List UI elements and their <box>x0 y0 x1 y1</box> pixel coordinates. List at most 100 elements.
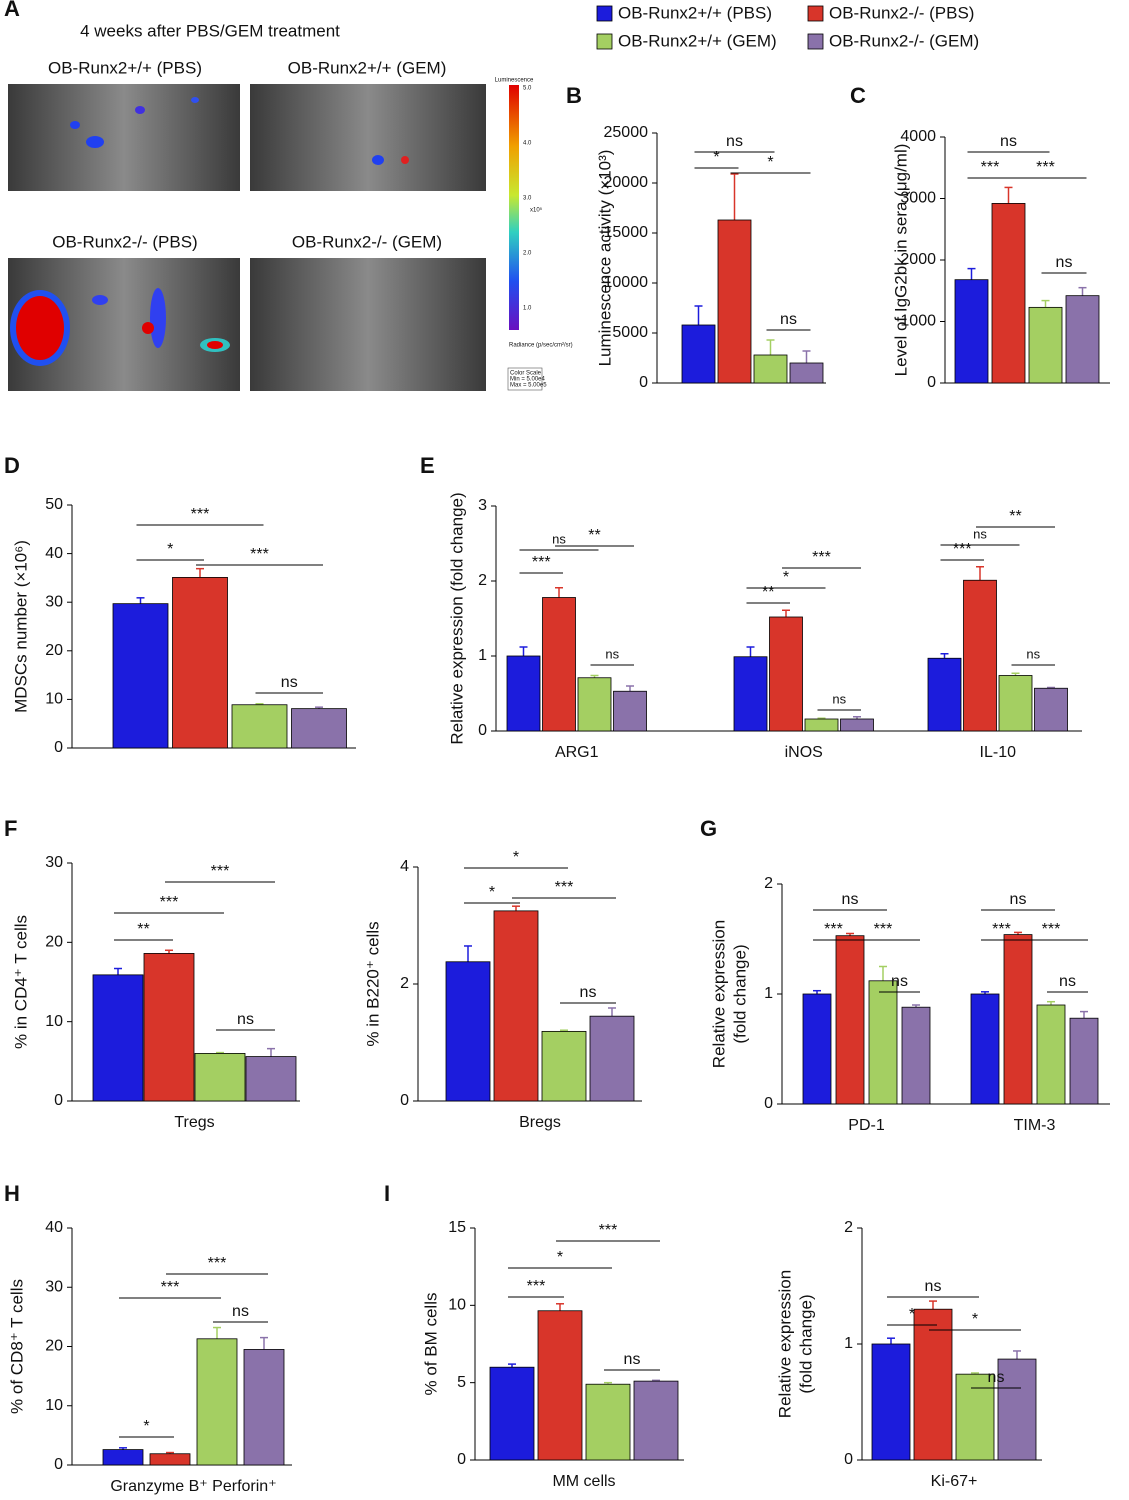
y-axis-label: Relative expression <box>775 1270 794 1418</box>
x-tick-label: Tregs <box>174 1114 214 1131</box>
y-tick-label: 20 <box>45 934 63 951</box>
bar <box>589 1015 635 1102</box>
panel-a: A 4 weeks after PBS/GEM treatment OB-Run… <box>4 0 573 391</box>
bar <box>927 657 962 732</box>
significance-label: ns <box>237 1011 254 1028</box>
y-tick-label: 0 <box>844 1451 853 1468</box>
significance-label: * <box>767 154 773 171</box>
bar <box>506 655 541 732</box>
y-tick-label: 0 <box>400 1092 409 1109</box>
significance-label: * <box>513 849 519 866</box>
significance-label: * <box>713 149 719 166</box>
y-axis-label: Level of IgG2bk in sera (μg/ml) <box>891 144 910 377</box>
bar <box>913 1308 953 1461</box>
bar <box>1028 306 1063 384</box>
bar <box>585 1383 631 1461</box>
image-label: OB-Runx2+/+ (PBS) <box>48 58 202 77</box>
bar <box>102 1449 144 1466</box>
legend-label: OB-Runx2+/+ (GEM) <box>618 31 777 50</box>
significance-label: *** <box>250 546 269 563</box>
bar <box>243 1349 285 1466</box>
colorbar-tick: 4.0 <box>523 141 532 147</box>
significance-label: *** <box>1042 921 1061 938</box>
legend-label: OB-Runx2-/- (PBS) <box>829 3 974 22</box>
significance-label: ns <box>973 526 987 541</box>
y-tick-label: 0 <box>54 1092 63 1109</box>
legend-swatch <box>596 33 613 50</box>
significance-label: ** <box>137 921 149 938</box>
y-tick-label: 2 <box>844 1219 853 1236</box>
bar <box>493 910 539 1102</box>
mouse-image <box>250 84 486 191</box>
colorbar-tick: 3.0 <box>523 196 532 202</box>
y-tick-label: 30 <box>45 1278 63 1295</box>
significance-label: *** <box>527 1278 546 1295</box>
bar <box>717 219 752 384</box>
bar <box>802 993 832 1105</box>
legend-label: OB-Runx2+/+ (PBS) <box>618 3 772 22</box>
significance-label: ns <box>624 1351 641 1368</box>
panel-letter: A <box>4 0 20 21</box>
bar <box>541 1030 587 1102</box>
bar <box>1034 687 1068 732</box>
bar <box>1036 1004 1066 1105</box>
bar <box>489 1366 535 1461</box>
colorbar-title: Luminescence <box>495 78 534 84</box>
bar <box>445 961 491 1102</box>
significance-label: *** <box>160 894 179 911</box>
y-tick-label: 20 <box>45 642 63 659</box>
image-label: OB-Runx2+/+ (GEM) <box>288 58 447 77</box>
bar <box>998 675 1033 732</box>
y-tick-label: 10 <box>45 691 63 708</box>
y-tick-label: 0 <box>764 1095 773 1112</box>
significance-label: ns <box>832 691 846 706</box>
y-axis-label: (fold change) <box>796 1294 815 1393</box>
legend-swatch <box>807 5 824 22</box>
significance-label: *** <box>555 879 574 896</box>
bar <box>901 1006 931 1105</box>
significance-label: *** <box>992 921 1011 938</box>
colorbar-scale: Color Scale <box>510 371 542 377</box>
significance-label: * <box>143 1418 149 1435</box>
y-tick-label: 50 <box>45 496 63 513</box>
colorbar-tick: 5.0 <box>523 86 532 92</box>
y-tick-label: 40 <box>45 1219 63 1236</box>
bar <box>613 690 647 732</box>
signal-blobs <box>10 97 409 366</box>
significance-label: ns <box>780 311 797 328</box>
x-tick-label: PD-1 <box>848 1117 885 1134</box>
y-axis-label: % in B220⁺ cells <box>363 921 382 1046</box>
y-tick-label: 0 <box>478 722 487 739</box>
bar <box>871 1343 911 1461</box>
y-tick-label: 3000 <box>900 190 936 207</box>
y-tick-label: 15 <box>448 1219 466 1236</box>
y-axis-label: (fold change) <box>730 944 749 1043</box>
significance-label: * <box>167 541 173 558</box>
bar <box>769 616 803 732</box>
panel-letter: G <box>700 816 717 841</box>
panel-letter: H <box>4 1181 20 1206</box>
significance-label: ** <box>588 527 600 544</box>
y-tick-label: 3 <box>478 497 487 514</box>
y-tick-label: 30 <box>45 593 63 610</box>
significance-label: *** <box>208 1255 227 1272</box>
bar <box>955 1373 995 1461</box>
significance-label: * <box>972 1311 978 1328</box>
bar <box>733 656 768 732</box>
bar <box>245 1056 297 1102</box>
y-tick-label: 4000 <box>900 128 936 145</box>
y-tick-label: 30 <box>45 854 63 871</box>
significance-label: ns <box>925 1278 942 1295</box>
mouse-image <box>250 258 486 391</box>
y-tick-label: 20 <box>45 1338 63 1355</box>
bar <box>231 704 288 749</box>
bar <box>991 203 1026 384</box>
x-tick-label: iNOS <box>785 744 823 761</box>
y-axis-label: % of CD8⁺ T cells <box>7 1279 26 1414</box>
panel-letter: D <box>4 453 20 478</box>
x-tick-label: IL-10 <box>980 744 1017 761</box>
mouse-image <box>8 84 240 191</box>
y-tick-label: 10 <box>45 1013 63 1030</box>
y-tick-label: 0 <box>54 1456 63 1473</box>
